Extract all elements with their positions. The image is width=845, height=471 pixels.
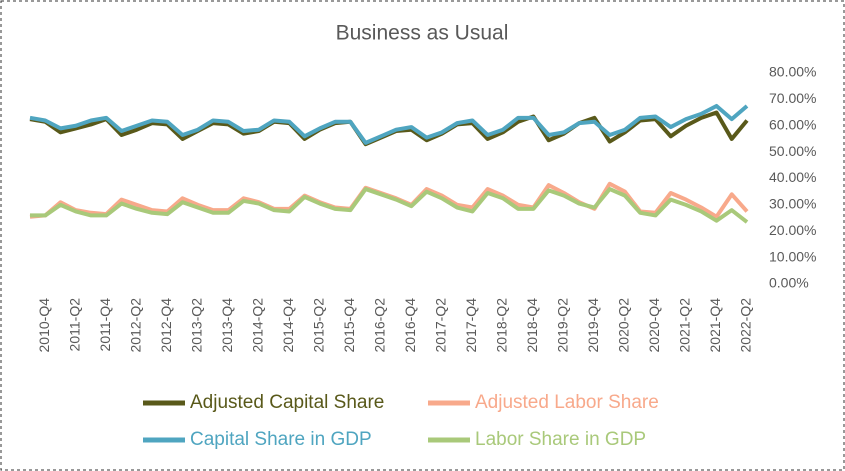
x-tick-label: 2010-Q4 bbox=[36, 298, 52, 353]
x-tick-label: 2012-Q2 bbox=[127, 298, 143, 353]
x-tick-label: 2015-Q2 bbox=[311, 298, 327, 353]
y-tick-label: 40.00% bbox=[769, 169, 816, 185]
x-tick-label: 2021-Q4 bbox=[707, 298, 723, 353]
y-tick-label: 50.00% bbox=[769, 143, 816, 159]
x-tick-label: 2012-Q4 bbox=[158, 298, 174, 353]
x-tick-label: 2014-Q4 bbox=[280, 298, 296, 353]
y-tick-label: 0.00% bbox=[769, 275, 809, 291]
y-tick-label: 20.00% bbox=[769, 222, 816, 238]
legend-label: Adjusted Capital Share bbox=[190, 392, 384, 413]
x-tick-label: 2013-Q4 bbox=[219, 298, 235, 353]
y-tick-label: 60.00% bbox=[769, 116, 816, 132]
x-tick-label: 2013-Q2 bbox=[189, 298, 205, 353]
legend-label: Labor Share in GDP bbox=[475, 429, 646, 450]
x-tick-label: 2016-Q4 bbox=[402, 298, 418, 353]
y-tick-label: 10.00% bbox=[769, 248, 816, 264]
x-tick-label: 2019-Q4 bbox=[585, 298, 601, 353]
x-tick-label: 2018-Q4 bbox=[524, 298, 540, 353]
legend-label: Capital Share in GDP bbox=[190, 429, 372, 450]
series-line bbox=[29, 103, 749, 145]
x-tick-label: 2020-Q2 bbox=[616, 298, 632, 353]
x-tick-label: 2022-Q2 bbox=[738, 298, 754, 353]
x-tick-label: 2019-Q2 bbox=[555, 298, 571, 353]
series-line bbox=[30, 187, 749, 224]
x-tick-label: 2011-Q4 bbox=[97, 298, 113, 352]
x-tick-label: 2020-Q4 bbox=[646, 298, 662, 353]
x-tick-label: 2018-Q2 bbox=[494, 298, 510, 353]
x-tick-label: 2014-Q2 bbox=[250, 298, 266, 353]
x-tick-label: 2015-Q4 bbox=[341, 298, 357, 353]
x-tick-label: 2017-Q2 bbox=[433, 298, 449, 353]
y-tick-label: 80.00% bbox=[769, 64, 816, 80]
legend-label: Adjusted Labor Share bbox=[475, 392, 659, 413]
x-tick-label: 2021-Q2 bbox=[677, 298, 693, 353]
chart-title: Business as Usual bbox=[336, 22, 509, 45]
x-tick-label: 2016-Q2 bbox=[372, 298, 388, 353]
y-tick-label: 30.00% bbox=[769, 196, 816, 212]
y-tick-label: 70.00% bbox=[769, 90, 816, 106]
x-tick-label: 2011-Q2 bbox=[66, 298, 82, 352]
x-tick-label: 2017-Q4 bbox=[463, 298, 479, 353]
